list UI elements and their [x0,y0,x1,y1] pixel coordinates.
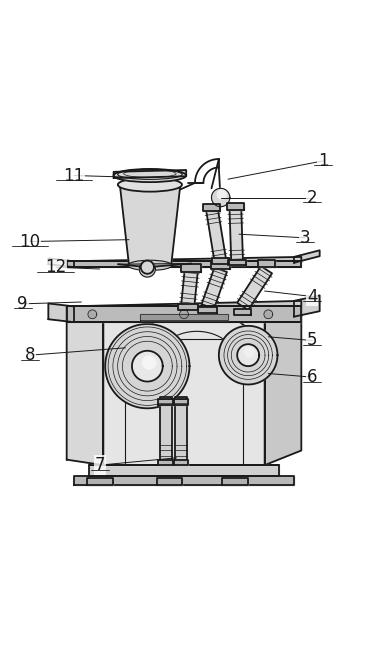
Polygon shape [175,397,187,465]
Polygon shape [160,397,171,465]
Polygon shape [67,261,301,267]
Polygon shape [212,259,229,264]
Polygon shape [294,250,320,263]
Polygon shape [219,326,277,384]
Polygon shape [211,262,230,270]
Polygon shape [132,351,163,382]
Ellipse shape [114,169,186,182]
Polygon shape [114,170,186,178]
Polygon shape [181,264,201,272]
Polygon shape [105,324,190,408]
Polygon shape [234,309,251,315]
Text: 11: 11 [63,167,85,185]
Polygon shape [202,268,227,308]
Text: 10: 10 [20,233,40,251]
Ellipse shape [118,178,182,192]
Polygon shape [158,459,173,465]
Polygon shape [67,257,301,267]
Polygon shape [174,459,188,465]
Polygon shape [178,305,198,310]
Polygon shape [120,185,180,265]
Text: 5: 5 [307,332,318,349]
Polygon shape [227,203,244,210]
Polygon shape [67,307,301,322]
Polygon shape [103,322,265,465]
Text: 3: 3 [300,229,310,247]
Text: 9: 9 [17,295,28,313]
Text: 12: 12 [45,258,66,276]
Text: 6: 6 [307,368,318,386]
Polygon shape [230,207,243,263]
Polygon shape [87,478,113,485]
Text: 4: 4 [307,288,318,305]
Polygon shape [140,314,228,320]
Polygon shape [156,478,182,485]
Polygon shape [244,347,254,357]
Polygon shape [48,303,74,322]
Text: 2: 2 [307,189,318,207]
Polygon shape [88,310,97,319]
Polygon shape [237,344,259,366]
Polygon shape [217,190,226,199]
Polygon shape [198,307,217,312]
Polygon shape [223,478,248,485]
Polygon shape [264,310,273,319]
Polygon shape [237,266,272,310]
Polygon shape [142,356,156,369]
Polygon shape [265,304,301,465]
Polygon shape [294,295,320,317]
Polygon shape [258,260,275,267]
Polygon shape [74,476,294,485]
Ellipse shape [128,260,172,270]
Polygon shape [174,399,188,404]
Polygon shape [212,189,230,207]
Polygon shape [141,260,154,273]
Text: 7: 7 [95,456,105,474]
Polygon shape [48,259,74,267]
Text: 8: 8 [25,346,35,364]
Polygon shape [203,203,220,211]
Polygon shape [158,399,173,404]
Text: 1: 1 [318,152,329,170]
Polygon shape [139,261,155,277]
Polygon shape [67,301,301,322]
Polygon shape [89,465,279,476]
Polygon shape [181,269,198,307]
Polygon shape [67,315,103,465]
Polygon shape [206,205,226,264]
Polygon shape [180,310,188,319]
Polygon shape [229,260,246,266]
